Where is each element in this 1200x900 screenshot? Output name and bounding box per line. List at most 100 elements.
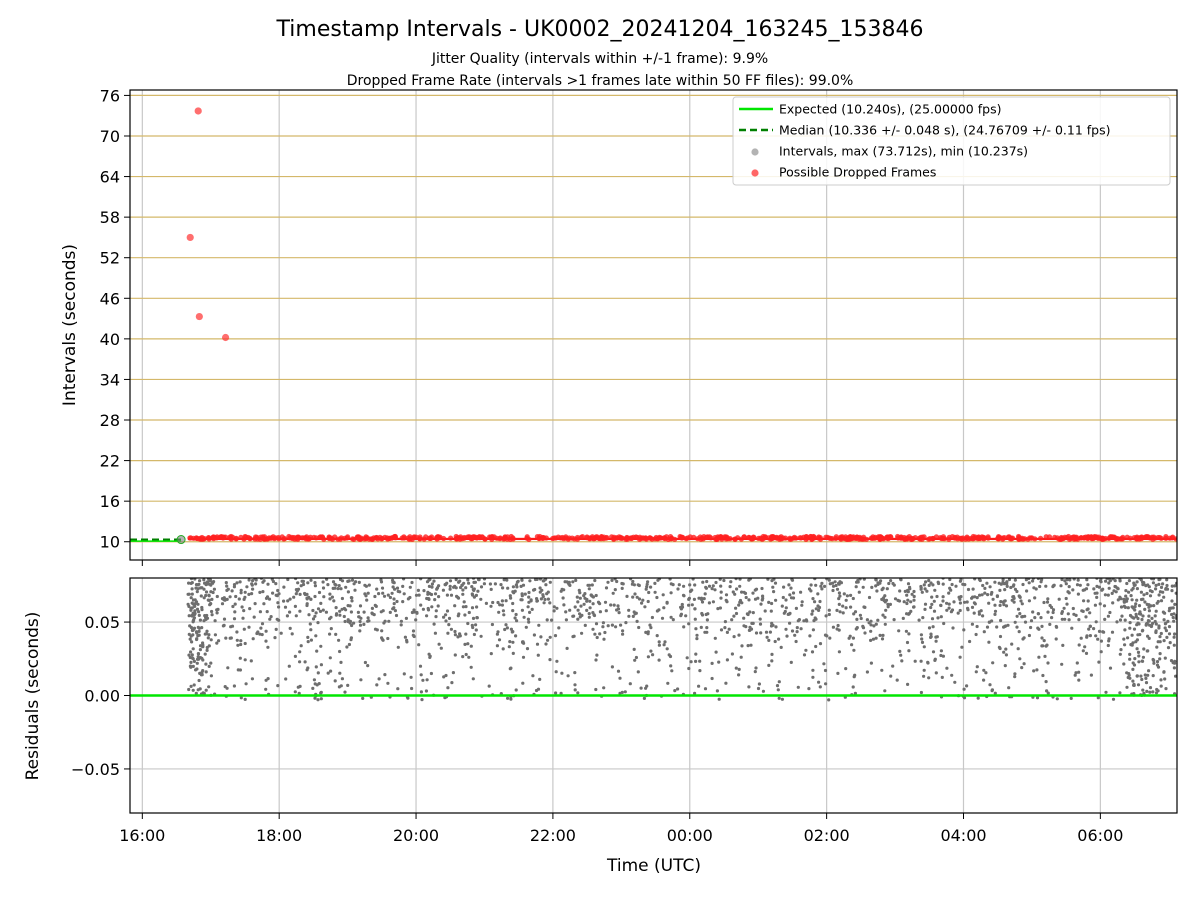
dropped-frame-point <box>584 535 590 541</box>
residual-point <box>479 634 483 638</box>
residual-point <box>1134 640 1138 644</box>
residual-point <box>1063 617 1067 621</box>
residual-point <box>705 626 709 630</box>
residual-point <box>258 590 262 595</box>
residual-point <box>1115 620 1119 624</box>
residual-point <box>923 602 928 606</box>
residual-point <box>348 604 352 608</box>
residual-point <box>212 580 216 584</box>
residual-point <box>639 686 643 690</box>
residual-point <box>313 594 317 599</box>
residual-point <box>855 626 859 630</box>
residual-point <box>425 678 429 682</box>
top-data <box>130 107 1177 545</box>
residual-point <box>710 676 714 681</box>
dropped-frame-point <box>930 535 936 542</box>
residual-point <box>1062 606 1066 610</box>
residual-point <box>909 609 913 614</box>
residual-point <box>527 620 531 624</box>
residual-point <box>1075 661 1079 665</box>
residual-point <box>588 599 592 603</box>
residual-point <box>245 585 249 589</box>
residual-point <box>924 580 928 584</box>
residual-point <box>467 610 471 615</box>
residual-point <box>449 627 453 631</box>
residual-point <box>196 652 201 656</box>
residual-point <box>412 634 416 639</box>
residual-point <box>502 613 506 617</box>
residual-point <box>266 582 270 586</box>
residual-point <box>319 663 323 667</box>
residual-point <box>276 601 280 605</box>
residual-point <box>258 610 262 614</box>
residual-point <box>1147 614 1151 618</box>
residual-point <box>634 611 638 615</box>
residual-point <box>595 635 599 640</box>
residual-point <box>364 584 368 588</box>
residual-point <box>1060 610 1064 614</box>
dropped-frame-point <box>375 536 381 542</box>
residual-point <box>784 598 788 602</box>
dropped-frame-point <box>699 535 705 541</box>
residual-point <box>232 617 237 621</box>
residual-point <box>1046 691 1050 695</box>
residual-point <box>727 627 731 631</box>
residual-point <box>527 595 531 599</box>
residual-point <box>828 582 832 586</box>
residual-point <box>965 600 969 604</box>
residual-point <box>401 584 405 589</box>
residual-point <box>901 616 905 621</box>
residual-point <box>560 587 564 591</box>
residual-point <box>1166 646 1171 650</box>
residual-point <box>1095 595 1099 600</box>
residual-point <box>765 635 769 639</box>
residual-point <box>587 587 591 591</box>
residual-point <box>823 584 827 589</box>
residual-point <box>1141 580 1145 584</box>
x-tick-label: 06:00 <box>1077 826 1123 845</box>
residual-point <box>264 629 268 633</box>
residual-point <box>850 643 854 647</box>
residual-point <box>1085 578 1089 582</box>
residual-point <box>1145 649 1149 653</box>
residual-point <box>669 615 673 619</box>
residual-point <box>555 659 559 663</box>
residual-point <box>1126 606 1130 610</box>
residual-point <box>718 578 722 581</box>
residual-point <box>784 627 788 631</box>
dropped-frame-point <box>317 534 323 540</box>
residual-point <box>697 684 701 688</box>
residual-point <box>818 642 823 646</box>
residual-point <box>617 611 621 615</box>
top-ytick-label: 58 <box>100 208 120 227</box>
residual-point <box>824 682 828 686</box>
dropped-frame-point <box>722 534 728 540</box>
residual-point <box>288 610 292 614</box>
residual-point <box>1152 661 1156 665</box>
dropped-frame-point <box>1016 533 1022 540</box>
residual-point <box>1113 585 1118 589</box>
residual-point <box>615 579 619 584</box>
residual-point <box>479 585 484 589</box>
residual-point <box>198 644 203 648</box>
residual-point <box>621 632 625 636</box>
residual-point <box>1141 614 1145 618</box>
residual-point <box>555 606 559 610</box>
residual-point <box>461 605 465 609</box>
residual-point <box>1171 615 1175 620</box>
residual-point <box>702 597 706 601</box>
residual-point <box>1065 602 1069 606</box>
residual-point <box>187 604 191 609</box>
residual-point <box>333 582 337 586</box>
residual-point <box>941 599 945 603</box>
residual-point <box>779 645 783 650</box>
residual-point <box>239 642 243 647</box>
residual-point <box>919 659 923 663</box>
dropped-frame-point <box>655 536 661 542</box>
residual-point <box>754 631 759 635</box>
residual-point <box>462 600 466 604</box>
residual-point <box>210 613 214 617</box>
residual-point <box>458 579 462 583</box>
residual-point <box>1142 691 1146 696</box>
